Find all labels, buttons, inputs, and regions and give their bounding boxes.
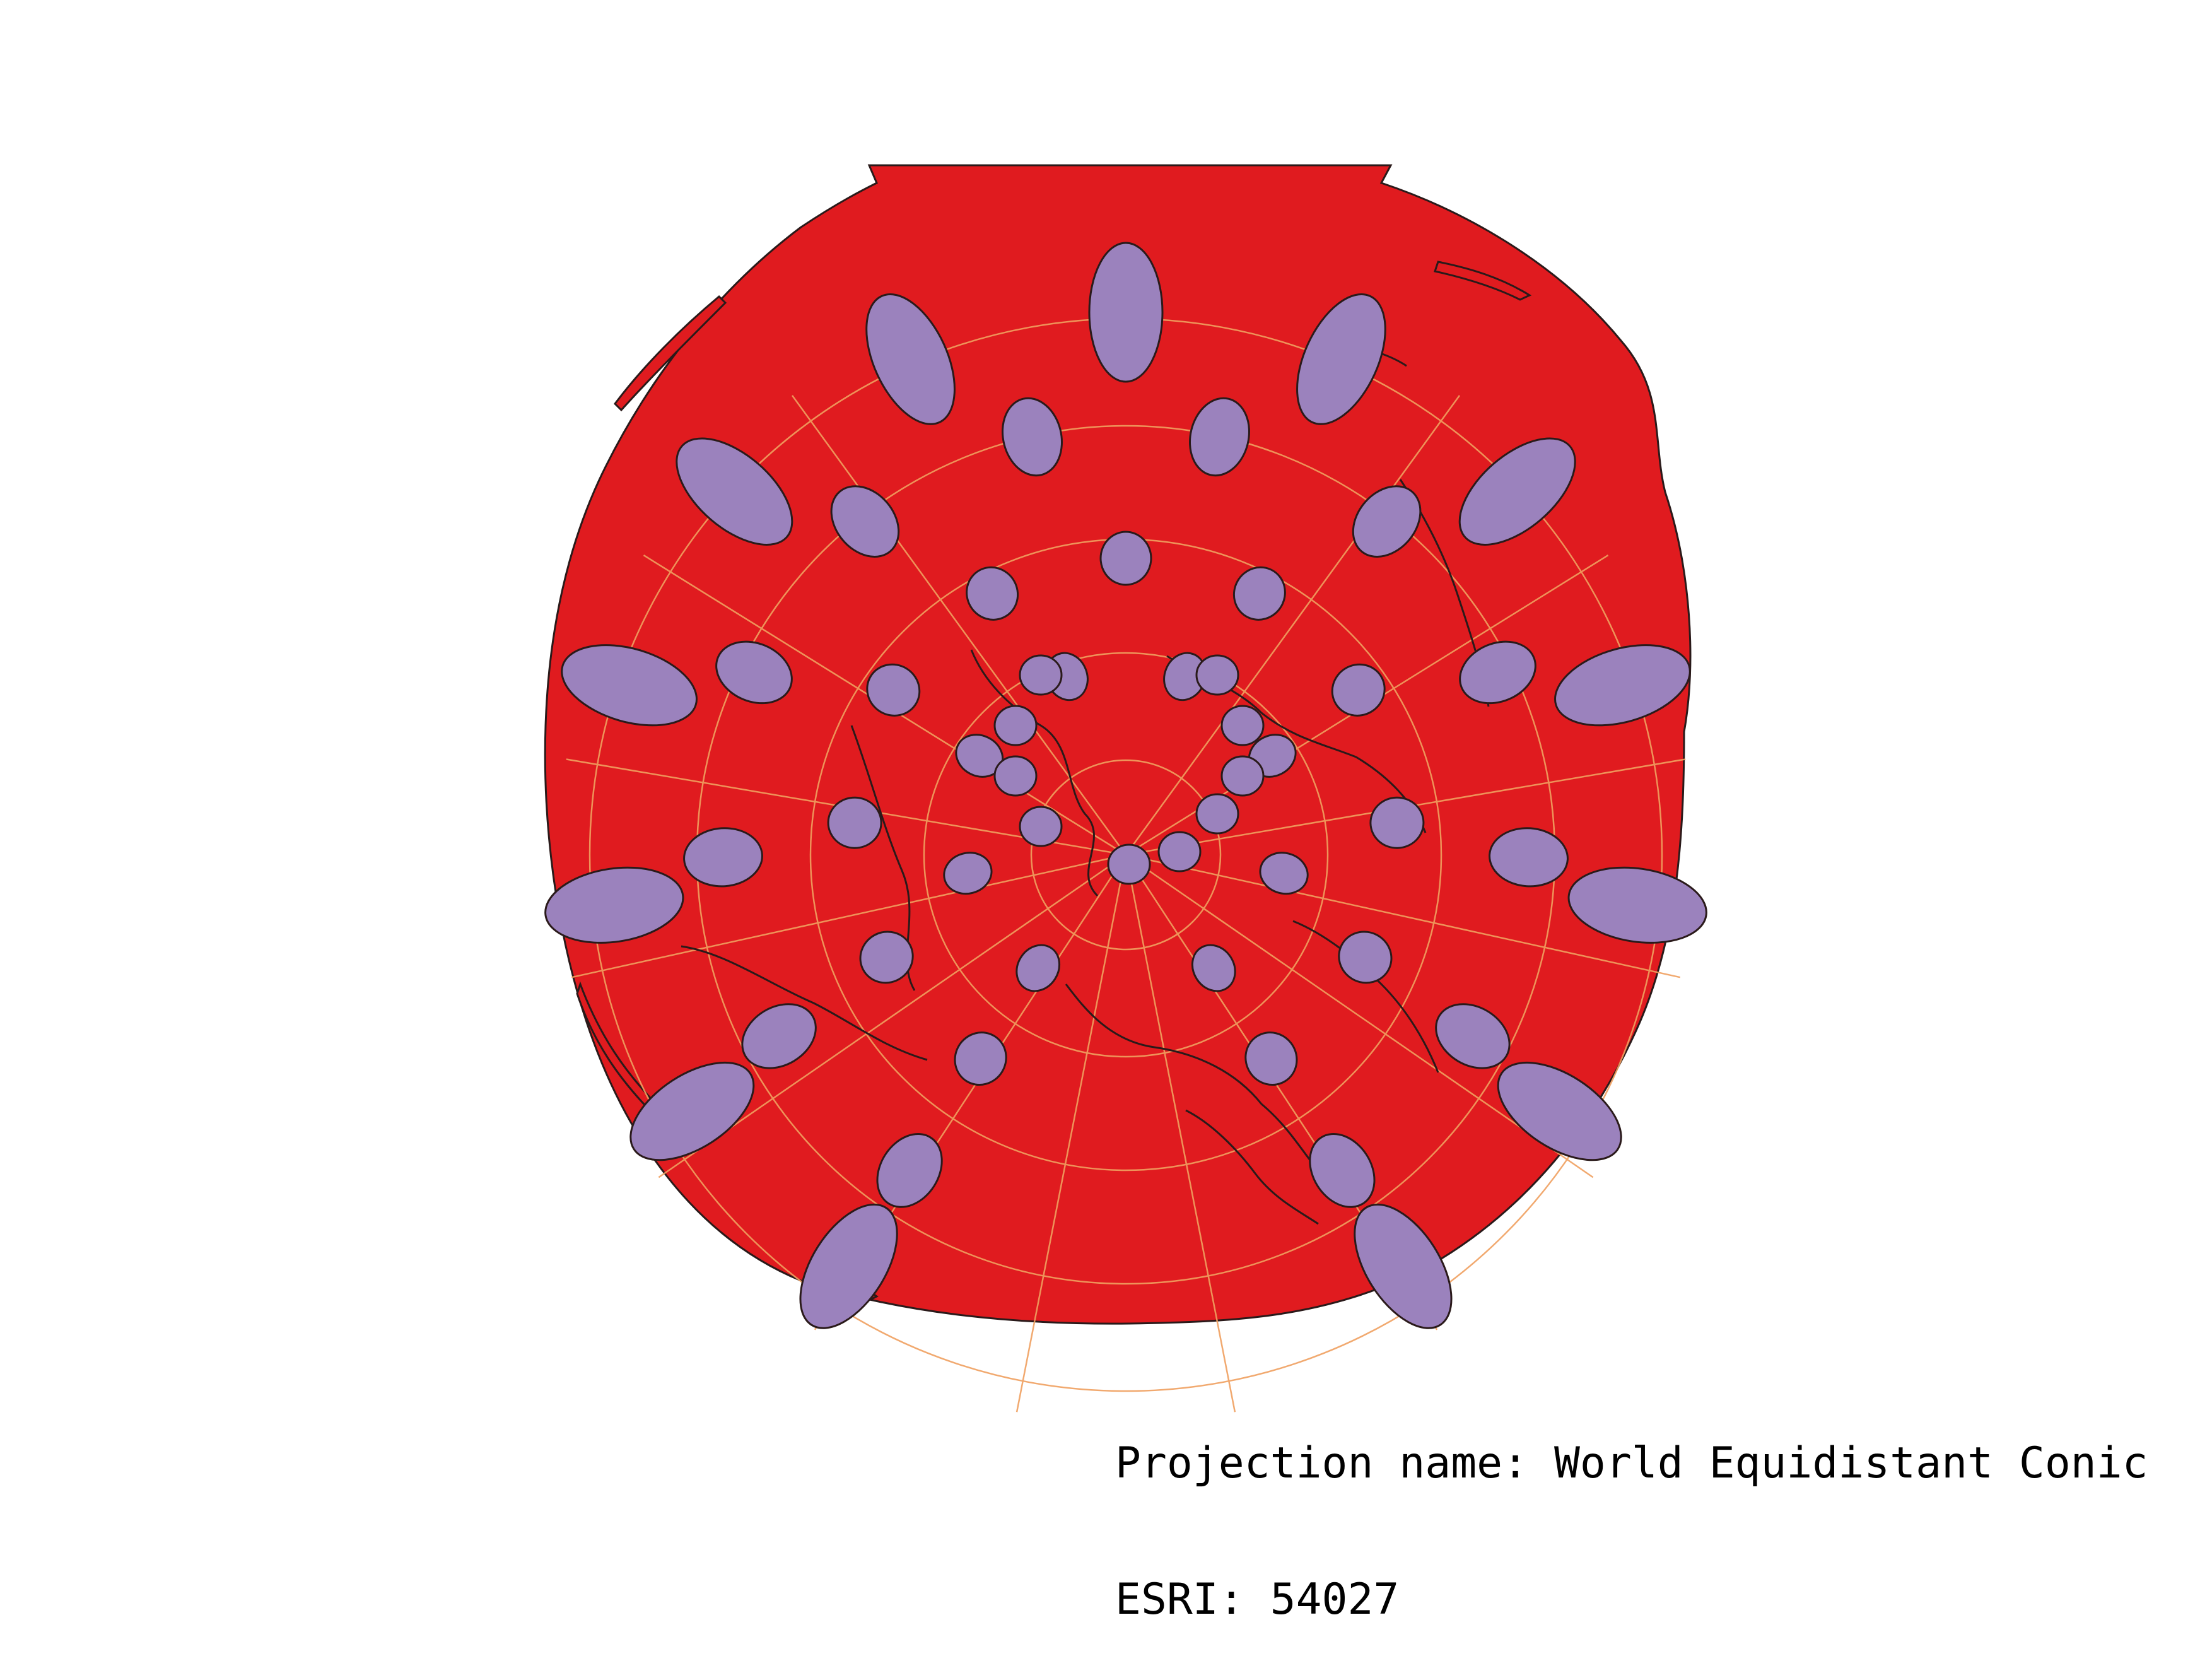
tissot-ellipse <box>1331 663 1386 717</box>
tissot-ellipse <box>1232 566 1286 621</box>
coastline-segment <box>1185 1109 1319 1225</box>
tissot-ellipse <box>1352 485 1422 558</box>
tissot-ellipse <box>1435 1003 1511 1069</box>
tissot-ellipse <box>741 1003 817 1069</box>
tissot-ellipse <box>715 640 793 705</box>
tissot-ellipse <box>1191 944 1236 992</box>
esri-code-label: ESRI: 54027 <box>1115 1575 1400 1624</box>
tissot-ellipse <box>1015 944 1061 992</box>
tissot-ellipse <box>1567 866 1707 944</box>
tissot-ellipse <box>1195 793 1239 835</box>
projection-name-label: Projection name: World Equidistant Conic <box>1115 1438 2148 1488</box>
tissot-ellipse <box>1459 640 1536 705</box>
tissot-ellipse <box>1088 242 1164 383</box>
graticule-parallel <box>923 652 1329 1058</box>
tissot-ellipse <box>799 1203 898 1329</box>
tissot-ellipse <box>1259 852 1309 895</box>
projection-caption: Projection name: World Equidistant Conic… <box>1115 1350 2148 1668</box>
tissot-ellipse <box>1458 437 1576 546</box>
tissot-ellipse <box>1019 806 1063 847</box>
tissot-ellipse <box>993 705 1038 746</box>
tissot-ellipse <box>1489 827 1569 888</box>
tissot-indicatrices <box>544 242 1707 1329</box>
tissot-ellipse <box>866 663 921 717</box>
tissot-ellipse <box>865 293 956 425</box>
graticule-parallel <box>1030 759 1222 951</box>
graticule-meridian <box>1125 854 1236 1413</box>
tissot-ellipse <box>1019 654 1063 696</box>
tissot-ellipse <box>830 485 900 558</box>
tissot-ellipse <box>683 827 763 888</box>
tissot-ellipse <box>544 866 684 944</box>
graticule-meridian <box>658 854 1126 1178</box>
tissot-ellipse <box>876 1133 943 1208</box>
graticule-meridian <box>1125 854 1681 978</box>
tissot-ellipse <box>1296 293 1386 425</box>
tissot-ellipse <box>1369 796 1425 849</box>
tissot-ellipse <box>1189 397 1250 477</box>
tissot-ellipse <box>1244 1031 1298 1086</box>
projection-disk <box>544 164 1692 1325</box>
coastline-segment <box>970 649 1099 897</box>
fringe-upper-left <box>614 295 727 412</box>
graticule-meridian <box>1015 854 1127 1413</box>
coastline-segment <box>1065 984 1338 1187</box>
graticule-meridian <box>1125 395 1461 855</box>
fringe-upper-right <box>1434 261 1532 301</box>
tissot-ellipse <box>993 755 1038 797</box>
graticule-meridian <box>1125 854 1594 1178</box>
tissot-ellipse <box>1107 843 1151 885</box>
tissot-ellipse <box>1354 1203 1453 1329</box>
tissot-ellipse <box>1220 755 1265 797</box>
tissot-ellipse <box>676 437 793 546</box>
tissot-ellipse <box>1002 397 1063 477</box>
tissot-ellipse <box>1309 1133 1376 1208</box>
tissot-ellipse <box>1220 705 1265 746</box>
tissot-ellipse <box>1099 531 1152 586</box>
tissot-ellipse <box>954 1031 1007 1086</box>
tissot-ellipse <box>1157 831 1202 872</box>
tissot-ellipse <box>1497 1061 1622 1161</box>
tissot-ellipse <box>561 644 698 727</box>
tissot-ellipse <box>1195 654 1239 696</box>
graticule-meridian <box>571 854 1126 978</box>
tissot-ellipse <box>966 566 1019 621</box>
coastline-segment <box>1292 920 1439 1073</box>
world-shape <box>544 164 1692 1325</box>
coastline-segment <box>681 945 928 1061</box>
tissot-ellipse <box>943 852 993 895</box>
tissot-ellipse <box>827 796 882 849</box>
tissot-ellipse <box>629 1061 755 1161</box>
tissot-ellipse <box>1554 644 1691 727</box>
tissot-ellipse <box>859 931 914 984</box>
map-canvas <box>544 164 1707 1413</box>
tissot-ellipse <box>1338 931 1393 984</box>
